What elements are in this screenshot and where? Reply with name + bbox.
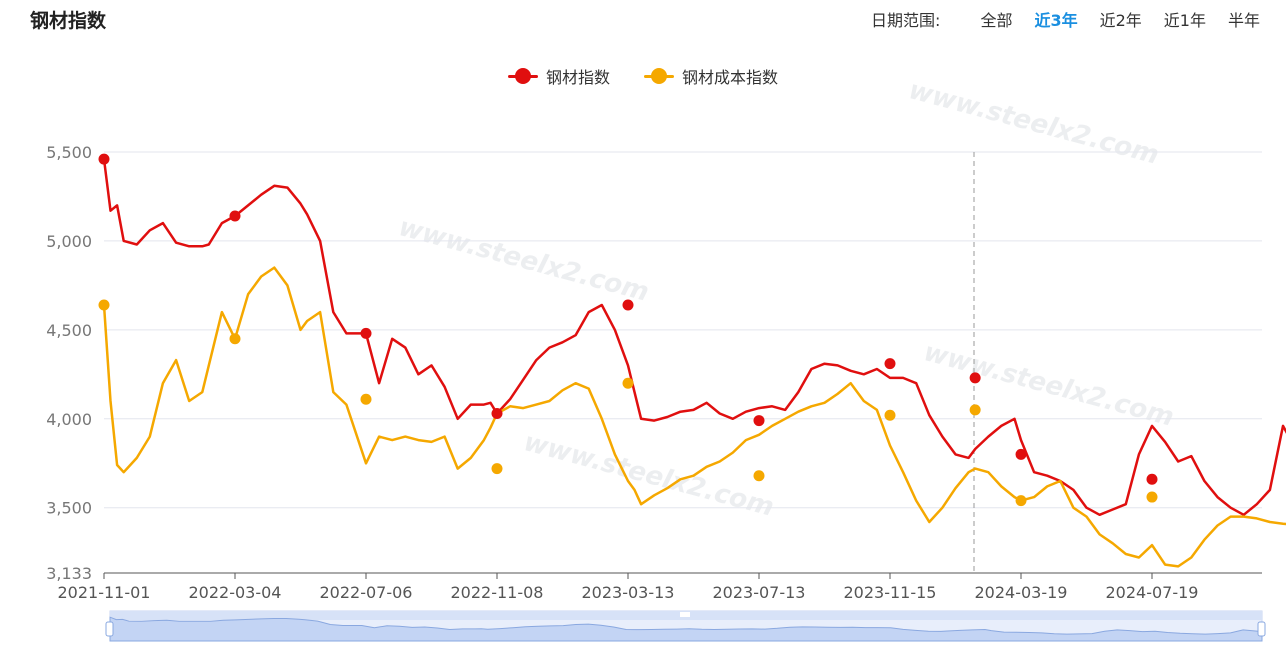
zoom-overview-area bbox=[109, 616, 1263, 642]
range-option-3y[interactable]: 近3年 bbox=[1034, 11, 1078, 30]
x-axis-ticks: 2021-11-01 2022-03-04 2022-07-06 2022-11-08… bbox=[58, 573, 1199, 602]
marker-steel-cost-index bbox=[229, 333, 241, 345]
x-tick-label: 2023-07-13 bbox=[713, 583, 806, 602]
marker-steel-index bbox=[360, 327, 372, 339]
legend-label-steel-index: 钢材指数 bbox=[545, 68, 610, 87]
range-option-half-year[interactable]: 半年 bbox=[1227, 11, 1260, 30]
x-tick-label: 2022-03-04 bbox=[189, 583, 282, 602]
marker-steel-index bbox=[1146, 473, 1158, 485]
y-tick-label: 3,500 bbox=[46, 499, 92, 518]
marker-steel-index bbox=[622, 299, 634, 311]
zoom-handle-right bbox=[1257, 621, 1266, 637]
series-line-steel-index bbox=[102, 158, 1286, 517]
marker-steel-cost-index bbox=[969, 404, 981, 416]
marker-steel-index bbox=[229, 210, 241, 222]
marker-steel-cost-index bbox=[622, 377, 634, 389]
y-tick-label: 4,000 bbox=[46, 410, 92, 429]
data-zoom-slider[interactable] bbox=[105, 610, 1266, 642]
x-tick-label: 2024-07-19 bbox=[1106, 583, 1199, 602]
marker-steel-index bbox=[884, 358, 896, 370]
marker-steel-cost-index bbox=[98, 299, 110, 311]
marker-steel-index bbox=[1015, 448, 1027, 460]
page-title: 钢材指数 bbox=[30, 10, 107, 32]
marker-steel-cost-index bbox=[1015, 495, 1027, 507]
legend-item-steel-cost-index[interactable]: 钢材成本指数 bbox=[644, 64, 778, 88]
legend-label-steel-cost-index: 钢材成本指数 bbox=[682, 68, 779, 87]
marker-steel-index bbox=[969, 372, 981, 384]
y-tick-label: 5,500 bbox=[46, 143, 92, 162]
marker-steel-index bbox=[491, 407, 503, 419]
x-tick-label: 2023-03-13 bbox=[582, 583, 675, 602]
x-tick-label: 2023-11-15 bbox=[844, 583, 937, 602]
date-range-selector: 日期范围: 全部 近3年 近2年 近1年 半年 bbox=[871, 7, 1260, 31]
y-tick-label: 4,500 bbox=[46, 321, 92, 340]
marker-steel-index bbox=[753, 415, 765, 427]
legend-swatch-steel-index bbox=[507, 68, 538, 84]
range-option-all[interactable]: 全部 bbox=[980, 11, 1013, 30]
zoom-grip-icon bbox=[680, 612, 690, 617]
marker-steel-cost-index bbox=[753, 470, 765, 482]
marker-steel-cost-index bbox=[1146, 491, 1158, 503]
chart-legend: 钢材指数 钢材成本指数 bbox=[0, 64, 1286, 88]
legend-item-steel-index[interactable]: 钢材指数 bbox=[507, 64, 610, 88]
series-line-steel-cost-index bbox=[102, 266, 1286, 568]
marker-steel-cost-index bbox=[884, 409, 896, 421]
x-tick-label: 2022-07-06 bbox=[320, 583, 413, 602]
series-markers bbox=[98, 153, 1158, 507]
grid-lines bbox=[104, 151, 1262, 509]
series-lines bbox=[102, 158, 1286, 568]
legend-swatch-steel-cost-index bbox=[644, 68, 674, 84]
date-range-label: 日期范围: bbox=[871, 11, 941, 30]
range-option-1y[interactable]: 近1年 bbox=[1163, 11, 1206, 30]
y-tick-label: 3,133 bbox=[46, 564, 92, 583]
zoom-handle-left bbox=[105, 621, 114, 637]
marker-steel-cost-index bbox=[491, 463, 503, 475]
marker-steel-cost-index bbox=[360, 393, 372, 405]
y-tick-label: 5,000 bbox=[46, 232, 92, 251]
range-option-2y[interactable]: 近2年 bbox=[1099, 11, 1142, 30]
marker-steel-index bbox=[98, 153, 110, 165]
x-tick-label: 2024-03-19 bbox=[975, 583, 1068, 602]
x-tick-label: 2021-11-01 bbox=[58, 583, 151, 602]
x-tick-label: 2022-11-08 bbox=[451, 583, 544, 602]
y-axis-ticks: 3,133 3,500 4,000 4,500 5,000 5,500 bbox=[46, 143, 92, 583]
